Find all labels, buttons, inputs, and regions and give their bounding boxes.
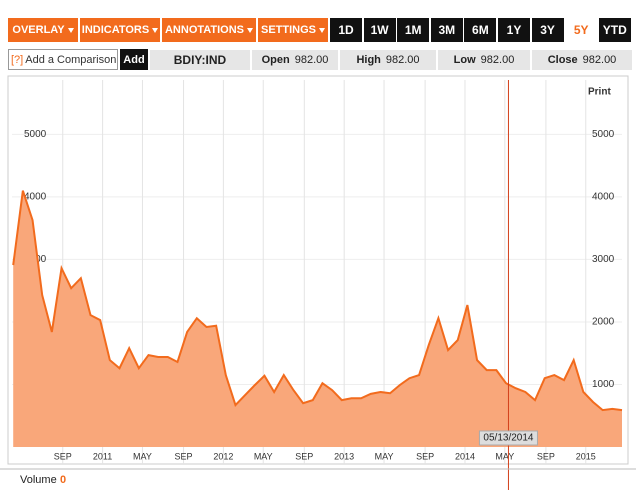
- range-button[interactable]: 1M: [397, 18, 430, 42]
- cursor-label: 05/13/2014: [483, 433, 533, 444]
- y-tick-label: 5000: [24, 129, 47, 140]
- x-tick-label: MAY: [133, 451, 152, 461]
- plot-frame: [7, 75, 629, 465]
- x-tick-label: 2015: [576, 451, 596, 461]
- y-tick-label: 3000: [592, 254, 615, 265]
- quote-label: Open: [261, 54, 290, 66]
- x-tick-label: SEP: [416, 451, 434, 461]
- quote-value: 982.00: [582, 54, 617, 66]
- x-tick-label: SEP: [54, 451, 72, 461]
- volume-label: Volume: [20, 474, 57, 486]
- symbol: BDIY:IND: [150, 50, 250, 70]
- range-button[interactable]: 5Y: [565, 18, 598, 42]
- x-tick-label: 2013: [334, 451, 354, 461]
- x-tick-label: SEP: [295, 451, 313, 461]
- x-tick-label: 2011: [93, 451, 112, 461]
- x-tick-label: MAY: [254, 451, 273, 461]
- print-link[interactable]: Print: [588, 87, 611, 98]
- add-button[interactable]: Add: [120, 49, 148, 70]
- comparison-input[interactable]: [?] Add a Comparison: [8, 49, 118, 70]
- y-tick-label: 4000: [592, 192, 615, 203]
- quote-label: High: [356, 54, 381, 66]
- y-tick-label: 1000: [592, 379, 615, 390]
- help-icon[interactable]: [?]: [11, 53, 24, 66]
- quote-value: 982.00: [385, 54, 420, 66]
- quote-field: Low 982.00: [438, 50, 530, 70]
- placeholder: Add a Comparison: [25, 53, 117, 66]
- range-button[interactable]: 6M: [464, 18, 497, 42]
- quote-label: Close: [547, 54, 578, 66]
- range-button[interactable]: YTD: [598, 18, 631, 42]
- quote-field: Open 982.00: [252, 50, 338, 70]
- quote-field: Close 982.00: [532, 50, 632, 70]
- menu-button[interactable]: ANNOTATIONS: [162, 18, 256, 42]
- y-tick-label: 4000: [24, 192, 47, 203]
- quote-label: Low: [453, 54, 476, 66]
- range-button[interactable]: 1D: [330, 18, 362, 42]
- y-tick-label: 2000: [592, 317, 615, 328]
- x-tick-label: SEP: [537, 451, 555, 461]
- quote-value: 982.00: [480, 54, 515, 66]
- range-button[interactable]: 3Y: [531, 18, 564, 42]
- menu-button[interactable]: OVERLAY: [8, 18, 78, 42]
- menu-button[interactable]: SETTINGS: [258, 18, 328, 42]
- y-tick-label: 5000: [592, 129, 615, 140]
- x-tick-label: MAY: [495, 451, 514, 461]
- area-fill: [13, 190, 622, 447]
- x-tick-label: SEP: [175, 451, 193, 461]
- area-line: [12, 190, 623, 412]
- volume-value: 0: [60, 474, 66, 486]
- range-button[interactable]: 1W: [363, 18, 396, 42]
- x-tick-label: 2014: [455, 451, 475, 461]
- x-tick-label: 2012: [213, 451, 233, 461]
- menu-button[interactable]: INDICATORS: [80, 18, 160, 42]
- range-button[interactable]: 1Y: [498, 18, 530, 42]
- x-tick-label: MAY: [375, 451, 394, 461]
- quote-field: High 982.00: [340, 50, 436, 70]
- cursor-label-box: [478, 430, 538, 446]
- range-button[interactable]: 3M: [430, 18, 463, 42]
- quote-value: 982.00: [294, 54, 329, 66]
